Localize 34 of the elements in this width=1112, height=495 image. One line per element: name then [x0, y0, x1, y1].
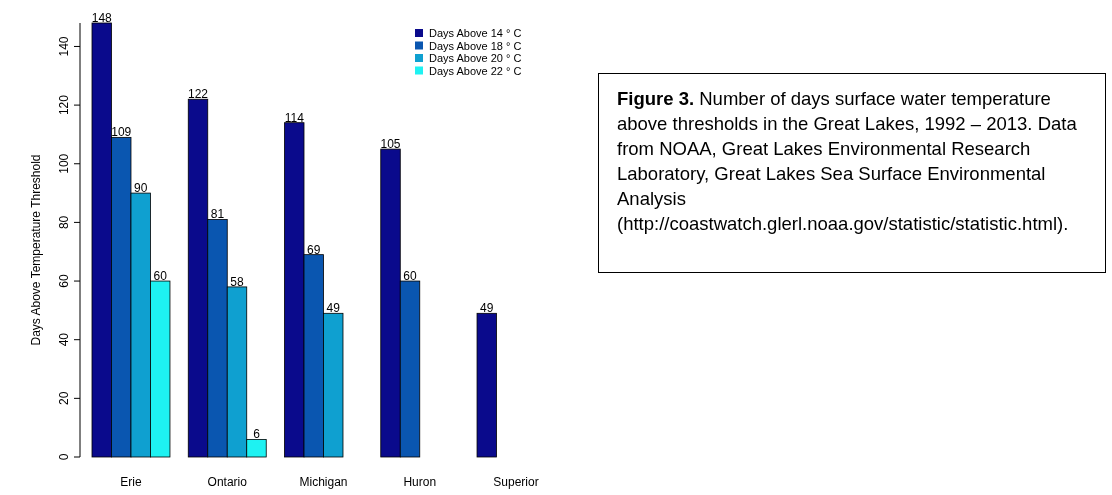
- x-tick-label: Huron: [403, 475, 437, 489]
- legend-label: Days Above 18 ° C: [429, 39, 522, 52]
- data-label: 69: [307, 242, 321, 257]
- y-tick-label: 20: [57, 391, 71, 406]
- data-label: 109: [111, 125, 132, 140]
- y-tick-label: 100: [57, 153, 71, 174]
- bar: [476, 312, 497, 458]
- data-label: 114: [284, 110, 305, 125]
- y-tick-label: 140: [57, 36, 71, 57]
- x-tick-label: Superior: [493, 475, 539, 489]
- data-label: 105: [380, 137, 401, 152]
- y-tick-label: 60: [57, 274, 71, 288]
- data-label: 81: [210, 207, 225, 222]
- caption: Figure 3. Number of days surface water temperature above thresholds in the Great Lakes, 1992 – 2013. Data from NOAA, Great Lakes Environmental Research Laboratory, Great Lakes Sea Surface Environmental Analysis (http://coastwatch.glerl.noaa.gov/statistic/statistic.html).: [598, 73, 1106, 273]
- data-label: 90: [134, 181, 148, 196]
- data-label: 6: [253, 427, 261, 442]
- legend-label: Days Above 20 ° C: [429, 52, 522, 64]
- y-tick-label: 80: [57, 215, 71, 230]
- data-label: 49: [480, 301, 494, 316]
- y-axis-title: Days Above Temperature Threshold: [29, 154, 43, 346]
- y-tick-label: 0: [57, 453, 71, 461]
- legend-label: Days Above 14 ° C: [429, 27, 522, 39]
- data-label: 60: [403, 269, 418, 284]
- y-tick-label: 40: [57, 332, 71, 347]
- legend-label: Days Above 22 ° C: [429, 64, 522, 77]
- y-tick-label: 120: [57, 94, 71, 116]
- x-tick-label: Erie: [120, 475, 142, 489]
- data-label: 122: [187, 87, 209, 102]
- data-label: 148: [91, 11, 113, 25]
- data-label: 58: [230, 274, 244, 289]
- data-label: 49: [326, 301, 341, 316]
- data-label: 60: [153, 269, 168, 284]
- x-tick-label: Michigan: [299, 475, 348, 489]
- x-tick-label: Ontario: [207, 475, 248, 489]
